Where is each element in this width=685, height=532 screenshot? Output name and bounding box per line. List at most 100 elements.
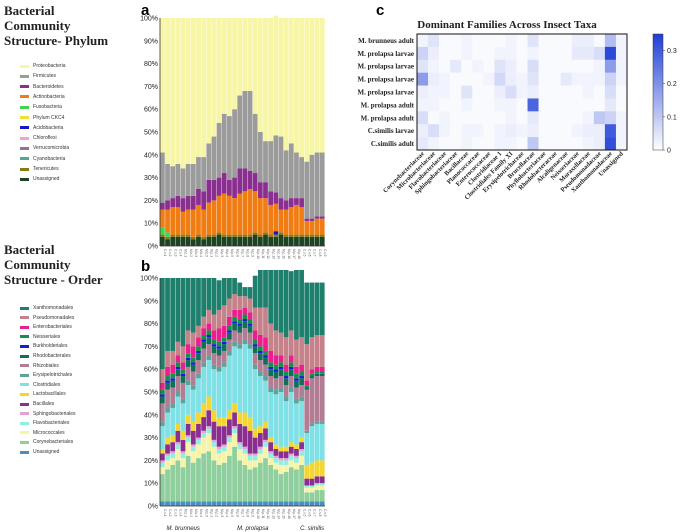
phylum-bar-segment <box>257 182 263 199</box>
order-bar-segment <box>309 462 315 479</box>
order-bar-segment <box>175 396 181 424</box>
heatmap-cell <box>593 46 606 60</box>
order-bar-segment <box>299 464 304 502</box>
order-bar-segment <box>309 369 315 374</box>
phylum-bar-segment <box>185 209 191 235</box>
order-bar-segment <box>294 403 299 445</box>
heatmap-cell <box>604 137 617 151</box>
phylum-bar-segment <box>165 200 170 210</box>
order-bar-segment <box>299 449 304 452</box>
order-bar-segment <box>180 501 186 506</box>
order-bar-segment <box>237 344 243 349</box>
phylum-bar-segment <box>268 234 274 237</box>
order-bar-segment <box>180 398 186 404</box>
order-bar-segment <box>180 362 186 370</box>
order-bar-segment <box>283 376 289 379</box>
heatmap-cell <box>450 46 462 60</box>
order-legend-item: Rhodobacterales <box>20 353 71 359</box>
order-bar-segment <box>263 376 268 381</box>
order-bar-segment <box>227 355 232 411</box>
order-bar-segment <box>211 410 217 422</box>
order-bar-segment <box>268 392 274 438</box>
heatmap-cell <box>505 34 517 48</box>
order-x-tick-label: M.p.14 <box>277 509 281 519</box>
heatmap-cell <box>604 124 617 138</box>
order-bar-segment <box>283 458 289 461</box>
order-legend-label: Flavobacteriales <box>33 420 70 427</box>
order-bar-segment <box>294 462 299 470</box>
order-bar-segment <box>165 380 170 383</box>
phylum-x-tick-label: M.p.8 <box>246 249 250 257</box>
heatmap-cell <box>593 85 606 99</box>
phylum-section-title: Bacterial Community Structure- Phylum <box>4 3 108 48</box>
heatmap-title: Dominant Families Across Insect Taxa <box>417 19 597 31</box>
order-bar-segment <box>247 501 253 506</box>
order-bar-segment <box>170 442 176 452</box>
order-bar-segment <box>211 501 217 506</box>
heatmap-cell <box>615 98 628 112</box>
order-bar-segment <box>299 401 304 438</box>
order-x-tick-label: M.p.11 <box>261 509 265 519</box>
phylum-x-tick-label: M.p.17 <box>292 249 296 259</box>
order-bar-segment <box>319 371 325 374</box>
phylum-x-tick-label: M.b.1 <box>184 249 188 257</box>
phylum-x-tick-label: M.p.7 <box>240 249 244 257</box>
phylum-bar-segment <box>273 236 279 246</box>
phylum-bar-segment <box>227 234 232 237</box>
order-bar-segment <box>294 444 299 449</box>
heatmap-frame <box>416 33 628 151</box>
phylum-bar-segment <box>180 236 186 246</box>
order-bar-segment <box>314 485 320 491</box>
heatmap-cell <box>538 137 550 151</box>
heatmap-row-label: M. prolapsa larvae <box>358 89 414 97</box>
order-x-tick-label: M.p.9 <box>251 509 255 517</box>
order-bar-segment <box>294 270 299 340</box>
order-bar-segment <box>263 270 268 308</box>
heatmap-cell <box>604 111 617 125</box>
phylum-bar-segment <box>273 234 279 237</box>
order-bar-segment <box>288 455 294 461</box>
heatmap-colorbar-tick-label: 0 <box>667 148 671 155</box>
heatmap-cell <box>560 85 572 99</box>
heatmap-cell <box>494 72 506 86</box>
order-bar-segment <box>232 426 237 429</box>
heatmap-cell <box>417 85 429 99</box>
order-bar-segment <box>165 501 170 506</box>
order-x-tick-label: M.p.15 <box>282 509 286 519</box>
order-x-tick-label: M.b.3 <box>194 509 198 517</box>
order-bar-segment <box>304 344 310 381</box>
order-bar-segment <box>206 426 212 429</box>
heatmap-cell <box>571 59 583 73</box>
phylum-bar-segment <box>232 109 237 178</box>
heatmap-cell <box>615 34 628 48</box>
order-bar-segment <box>242 412 248 427</box>
heatmap-cell <box>461 98 473 112</box>
order-y-tick-label: 30% <box>144 435 158 442</box>
heatmap-row-label: M. prolapsa larvae <box>358 63 414 71</box>
order-bar-segment <box>165 455 170 461</box>
order-bar-segment <box>257 350 263 354</box>
order-bar-segment <box>206 428 212 434</box>
order-bar-segment <box>319 490 325 502</box>
order-bar-segment <box>252 339 258 345</box>
phylum-legend-label: Fusobacteria <box>33 104 62 111</box>
heatmap-cell <box>615 46 628 60</box>
phylum-legend-label: Chloroflexi <box>33 135 57 142</box>
order-bar-segment <box>216 280 222 310</box>
phylum-bar-segment <box>283 234 289 237</box>
order-bar-segment <box>221 341 227 345</box>
phylum-bar-segment <box>206 179 212 203</box>
order-x-tick-label: C.s.7 <box>313 509 317 517</box>
phylum-bar-segment <box>268 204 274 235</box>
order-bar-segment <box>257 335 263 347</box>
heatmap-cell <box>527 72 539 86</box>
order-bar-segment <box>237 323 243 326</box>
phylum-bar-segment <box>309 18 315 155</box>
order-bar-segment <box>170 451 176 454</box>
order-bar-segment <box>263 357 268 365</box>
phylum-bar-segment <box>294 18 299 153</box>
order-bar-segment <box>175 444 181 449</box>
order-bar-segment <box>206 433 212 452</box>
heatmap-cell <box>538 72 550 86</box>
phylum-bar-segment <box>165 236 170 240</box>
